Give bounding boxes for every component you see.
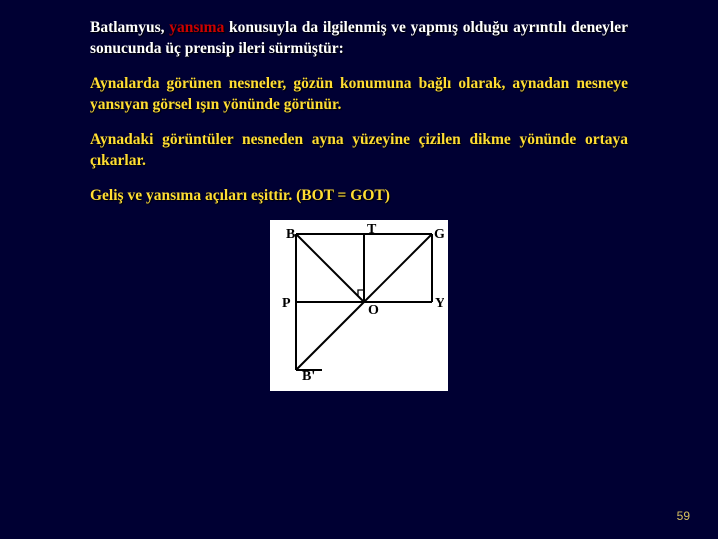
principle-1: Aynalarda görünen nesneler, gözün konumu… (90, 74, 628, 116)
label-T: T (367, 224, 377, 237)
principle-2: Aynadaki görüntüler nesneden ayna yüzeyi… (90, 130, 628, 172)
label-B: B (286, 227, 295, 242)
slide-content: Batlamyus, yansıma konusuyla da ilgilenm… (0, 0, 718, 391)
paragraph-intro: Batlamyus, yansıma konusuyla da ilgilenm… (90, 18, 628, 60)
intro-highlight: yansıma (169, 19, 224, 36)
principle-3: Geliş ve yansıma açıları eşittir. (BOT =… (90, 186, 628, 207)
label-P: P (282, 296, 291, 311)
label-O: O (368, 303, 379, 318)
label-G: G (434, 227, 444, 242)
page-number: 59 (677, 509, 690, 523)
intro-text-1: Batlamyus, (90, 19, 169, 36)
label-Y: Y (435, 296, 444, 311)
label-Bprime: B' (302, 369, 315, 382)
diagram-container: B T G P O Y B' (90, 220, 628, 391)
reflection-diagram: B T G P O Y B' (270, 220, 448, 391)
